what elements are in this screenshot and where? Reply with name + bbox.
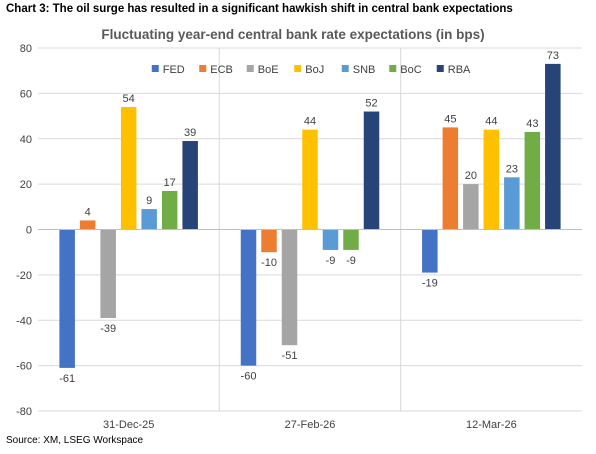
bar bbox=[422, 229, 438, 273]
x-tick-label: 27-Feb-26 bbox=[285, 419, 336, 431]
legend-item: RBA bbox=[436, 64, 471, 76]
legend-item: SNB bbox=[341, 64, 376, 76]
legend-item: BoJ bbox=[294, 64, 324, 76]
bar bbox=[141, 209, 157, 230]
bar bbox=[463, 184, 479, 230]
bar bbox=[261, 229, 277, 253]
legend-swatch bbox=[341, 65, 349, 72]
legend-label: BoE bbox=[258, 64, 279, 76]
data-label: -51 bbox=[282, 350, 298, 362]
y-axis: -80 -60 -40 -20 0 20 40 60 80 bbox=[16, 43, 32, 418]
x-tick-label: 12-Mar-26 bbox=[466, 419, 517, 431]
data-label: -39 bbox=[100, 323, 116, 335]
x-axis: 31-Dec-25 27-Feb-26 12-Mar-26 bbox=[38, 229, 582, 431]
data-label: 43 bbox=[526, 118, 538, 130]
data-label: 4 bbox=[85, 206, 91, 218]
data-label: 9 bbox=[146, 195, 152, 207]
legend-label: BoJ bbox=[305, 64, 324, 76]
legend-swatch bbox=[199, 65, 207, 72]
data-label: 44 bbox=[304, 116, 316, 128]
bar bbox=[442, 127, 459, 230]
bar bbox=[120, 106, 137, 230]
y-tick-label: 60 bbox=[20, 88, 32, 100]
bars bbox=[59, 63, 561, 368]
x-tick-label: 31-Dec-25 bbox=[103, 419, 154, 431]
legend-label: BoC bbox=[400, 64, 421, 76]
data-label: 23 bbox=[506, 163, 518, 175]
legend-label: FED bbox=[163, 64, 185, 76]
data-label: 54 bbox=[123, 93, 135, 105]
data-label: 44 bbox=[485, 116, 497, 128]
y-tick-label: 80 bbox=[20, 43, 32, 55]
y-tick-label: -40 bbox=[16, 315, 32, 327]
data-label: -9 bbox=[346, 255, 356, 267]
legend: FED ECB BoE BoJ SNB BoC RBA bbox=[151, 64, 471, 76]
bar bbox=[322, 229, 339, 250]
legend-swatch bbox=[246, 65, 254, 72]
data-labels: -61 4 -39 54 9 17 39 -60 -10 -51 44 -9 -9 52 -19 45 20 44… bbox=[59, 50, 559, 385]
bar-chart: Fluctuating year-end central bank rate e… bbox=[16, 27, 582, 431]
legend-swatch bbox=[436, 65, 444, 72]
bar bbox=[343, 229, 359, 250]
bar bbox=[59, 229, 75, 368]
data-label: -10 bbox=[261, 257, 277, 269]
y-tick-label: -80 bbox=[16, 406, 32, 418]
data-label: 52 bbox=[365, 98, 377, 110]
chart-title: Fluctuating year-end central bank rate e… bbox=[101, 27, 484, 42]
chart-headline: Chart 3: The oil surge has resulted in a… bbox=[6, 3, 513, 15]
legend-item: BoE bbox=[246, 64, 279, 76]
bar bbox=[504, 177, 520, 230]
bar bbox=[545, 63, 561, 230]
y-tick-label: 40 bbox=[20, 134, 32, 146]
legend-label: RBA bbox=[448, 64, 471, 76]
bar bbox=[302, 129, 318, 230]
data-label: -19 bbox=[422, 278, 438, 290]
data-label: -61 bbox=[59, 373, 75, 385]
y-tick-label: 0 bbox=[26, 225, 32, 237]
data-label: 45 bbox=[444, 113, 456, 125]
bar bbox=[182, 141, 198, 230]
y-tick-label: -20 bbox=[16, 270, 32, 282]
legend-item: ECB bbox=[199, 64, 233, 76]
legend-swatch bbox=[389, 65, 397, 72]
legend-label: ECB bbox=[210, 64, 233, 76]
bar bbox=[363, 111, 380, 230]
legend-swatch bbox=[294, 65, 302, 72]
y-tick-label: 20 bbox=[20, 179, 32, 191]
bar bbox=[524, 131, 541, 230]
data-label: 20 bbox=[465, 170, 477, 182]
data-label: 73 bbox=[547, 50, 559, 62]
legend-swatch bbox=[151, 65, 159, 72]
data-label: -9 bbox=[326, 255, 336, 267]
bar bbox=[281, 229, 298, 346]
data-label: -60 bbox=[241, 371, 257, 383]
bar bbox=[161, 190, 178, 230]
bar bbox=[483, 129, 500, 230]
legend-item: BoC bbox=[389, 64, 422, 76]
bar bbox=[79, 220, 96, 230]
y-tick-label: -60 bbox=[16, 361, 32, 373]
bar bbox=[100, 229, 116, 318]
data-label: 39 bbox=[184, 127, 196, 139]
legend-item: FED bbox=[151, 64, 185, 76]
data-label: 17 bbox=[164, 177, 176, 189]
bar bbox=[240, 229, 257, 366]
legend-label: SNB bbox=[353, 64, 376, 76]
source-note: Source: XM, LSEG Workspace bbox=[6, 435, 144, 446]
